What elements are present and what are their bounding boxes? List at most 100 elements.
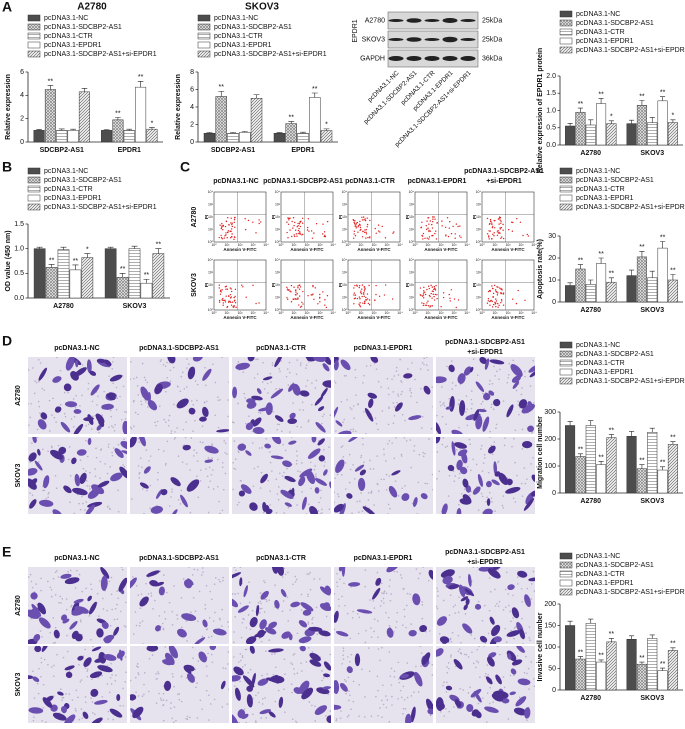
membrane-pore bbox=[269, 490, 271, 492]
flow-event bbox=[495, 306, 496, 307]
error-bar bbox=[670, 648, 675, 651]
flow-event bbox=[222, 229, 223, 230]
membrane-pore bbox=[466, 425, 468, 427]
membrane-pore bbox=[373, 600, 375, 602]
membrane-pore bbox=[87, 388, 89, 390]
membrane-pore bbox=[66, 635, 68, 637]
flow-event bbox=[524, 300, 525, 301]
membrane-pore bbox=[241, 637, 243, 639]
flow-y-label: PI bbox=[472, 283, 477, 287]
membrane-pore bbox=[496, 603, 498, 605]
membrane-pore bbox=[485, 501, 487, 503]
membrane-pore bbox=[118, 444, 120, 446]
membrane-pore bbox=[30, 574, 32, 576]
membrane-pore bbox=[270, 373, 272, 375]
membrane-pore bbox=[197, 460, 199, 462]
membrane-pore bbox=[453, 480, 455, 482]
membrane-pore bbox=[86, 480, 88, 482]
flow-event bbox=[288, 224, 289, 225]
membrane-pore bbox=[526, 673, 528, 675]
membrane-pore bbox=[292, 719, 294, 721]
membrane-pore bbox=[386, 474, 388, 476]
membrane-pore bbox=[458, 427, 460, 429]
flow-event bbox=[492, 227, 493, 228]
membrane-pore bbox=[381, 583, 383, 585]
error-bar bbox=[84, 254, 90, 258]
membrane-pore bbox=[80, 708, 82, 710]
membrane-pore bbox=[133, 378, 135, 380]
flow-tick-label: 10¹ bbox=[275, 295, 281, 299]
membrane-pore bbox=[330, 414, 332, 416]
membrane-pore bbox=[423, 358, 425, 360]
membrane-pore bbox=[309, 572, 311, 574]
flow-event bbox=[300, 286, 301, 287]
membrane-pore bbox=[375, 696, 377, 698]
flow-event bbox=[443, 297, 444, 298]
membrane-pore bbox=[472, 458, 474, 460]
membrane-pore bbox=[154, 421, 156, 423]
flow-event bbox=[354, 298, 355, 299]
membrane-pore bbox=[100, 449, 102, 451]
membrane-pore bbox=[371, 492, 373, 494]
membrane-pore bbox=[82, 717, 84, 719]
membrane-pore bbox=[200, 469, 202, 471]
membrane-pore bbox=[211, 598, 213, 600]
membrane-pore bbox=[240, 567, 242, 569]
membrane-pore bbox=[114, 680, 116, 682]
membrane-pore bbox=[437, 608, 439, 610]
membrane-pore bbox=[208, 512, 210, 514]
micrograph bbox=[432, 643, 535, 723]
membrane-pore bbox=[235, 458, 237, 460]
bar bbox=[45, 90, 56, 143]
x-tick-label: A2780 bbox=[580, 498, 601, 505]
significance-mark: ** bbox=[312, 86, 318, 93]
legend-swatch bbox=[560, 204, 572, 210]
flow-x-label: Annexin V-FITC bbox=[424, 315, 458, 320]
membrane-pore bbox=[482, 470, 484, 472]
membrane-pore bbox=[335, 720, 337, 722]
y-tick-label: 300 bbox=[544, 409, 556, 416]
flow-tick-label: 10³ bbox=[342, 270, 348, 274]
membrane-pore bbox=[318, 510, 320, 512]
membrane-pore bbox=[97, 593, 99, 595]
flow-event bbox=[430, 285, 431, 286]
bar bbox=[113, 120, 124, 142]
membrane-pore bbox=[467, 466, 469, 468]
membrane-pore bbox=[388, 394, 390, 396]
membrane-pore bbox=[82, 503, 84, 505]
membrane-pore bbox=[162, 623, 164, 625]
legend-swatch bbox=[560, 378, 572, 384]
membrane-pore bbox=[169, 602, 171, 604]
membrane-pore bbox=[470, 470, 472, 472]
membrane-pore bbox=[439, 401, 441, 403]
membrane-pore bbox=[142, 363, 144, 365]
flow-event bbox=[382, 226, 383, 227]
membrane-pore bbox=[111, 683, 113, 685]
membrane-pore bbox=[311, 619, 313, 621]
membrane-pore bbox=[491, 501, 493, 503]
column-header: +si-EPDR1 bbox=[467, 559, 503, 566]
membrane-pore bbox=[484, 457, 486, 459]
membrane-pore bbox=[47, 581, 49, 583]
membrane-pore bbox=[202, 571, 204, 573]
membrane-pore bbox=[342, 445, 344, 447]
flow-event bbox=[301, 306, 302, 307]
membrane-pore bbox=[111, 577, 113, 579]
membrane-pore bbox=[111, 452, 113, 454]
membrane-pore bbox=[204, 367, 206, 369]
membrane-pore bbox=[404, 609, 406, 611]
membrane-pore bbox=[521, 618, 523, 620]
membrane-pore bbox=[65, 693, 67, 695]
flow-event bbox=[488, 300, 489, 301]
membrane-pore bbox=[195, 380, 197, 382]
membrane-pore bbox=[308, 503, 310, 505]
bar bbox=[286, 124, 297, 142]
membrane-pore bbox=[521, 387, 523, 389]
error-bar bbox=[670, 275, 675, 281]
membrane-pore bbox=[208, 486, 210, 488]
flow-event bbox=[231, 296, 232, 297]
membrane-pore bbox=[219, 513, 221, 515]
membrane-pore bbox=[182, 371, 184, 373]
membrane-pore bbox=[287, 572, 289, 574]
flow-event bbox=[428, 217, 429, 218]
